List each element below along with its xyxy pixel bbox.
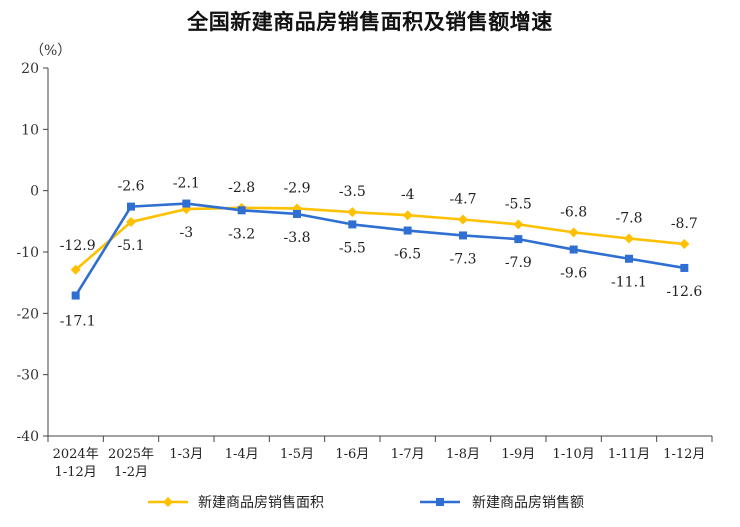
amount-series-point bbox=[569, 245, 578, 254]
area-series-point bbox=[624, 233, 634, 244]
amount-series-point bbox=[182, 199, 191, 208]
amount-series-line bbox=[74, 202, 685, 297]
x-tick-label: 1-7月 bbox=[391, 447, 425, 462]
y-axis-unit-label: （%） bbox=[30, 43, 72, 59]
area-series-line bbox=[74, 206, 685, 271]
legend-area-label: 新建商品房销售面积 bbox=[198, 495, 324, 511]
amount-series-point bbox=[71, 291, 80, 300]
y-tick-label: 20 bbox=[21, 61, 39, 77]
y-tick-label: 0 bbox=[30, 184, 39, 200]
amount-series-point bbox=[348, 220, 357, 229]
x-tick-label: 1-2月 bbox=[114, 465, 148, 480]
amount-series-point bbox=[403, 226, 412, 235]
amount-data-label: -2.6 bbox=[118, 179, 145, 195]
amount-data-label: -5.5 bbox=[339, 240, 366, 256]
amount-data-label: -7.9 bbox=[505, 255, 532, 271]
x-tick-label: 1-5月 bbox=[280, 447, 314, 462]
amount-data-label: -3.2 bbox=[228, 226, 255, 242]
area-data-label: -3.5 bbox=[339, 184, 366, 200]
area-series-point bbox=[568, 227, 579, 238]
area-data-label: -5.5 bbox=[505, 196, 532, 212]
area-data-label: -6.8 bbox=[560, 204, 587, 220]
area-data-label: -3 bbox=[180, 225, 194, 241]
y-tick-label: -10 bbox=[16, 245, 39, 261]
x-tick-label: 1-11月 bbox=[608, 447, 650, 462]
amount-series-point bbox=[625, 254, 633, 263]
legend-amount-label: 新建商品房销售额 bbox=[472, 495, 584, 511]
amount-series-point bbox=[127, 202, 135, 211]
area-data-label: -12.9 bbox=[60, 238, 96, 254]
y-tick-label: -20 bbox=[16, 306, 39, 322]
area-series-point bbox=[70, 264, 81, 275]
x-tick-label: 1-9月 bbox=[501, 447, 535, 462]
x-tick-label: 1-6月 bbox=[335, 447, 369, 462]
area-data-label: -4 bbox=[401, 187, 415, 203]
y-tick-label: 10 bbox=[21, 122, 39, 138]
area-data-label: -5.1 bbox=[118, 238, 145, 254]
amount-data-label: -17.1 bbox=[60, 314, 96, 330]
amount-series-point bbox=[459, 231, 467, 240]
area-data-label: -7.8 bbox=[616, 211, 643, 227]
x-tick-label: 1-12月 bbox=[663, 447, 705, 462]
area-series-point bbox=[402, 210, 413, 221]
y-tick-label: -40 bbox=[16, 429, 39, 445]
area-data-label: -8.7 bbox=[671, 216, 698, 232]
area-series-point bbox=[347, 207, 358, 218]
area-data-label: -2.8 bbox=[228, 180, 255, 196]
area-data-label: -4.7 bbox=[450, 191, 477, 207]
legend-area-marker bbox=[163, 497, 173, 507]
amount-data-label: -11.1 bbox=[611, 275, 647, 291]
amount-data-label: -3.8 bbox=[284, 230, 311, 246]
amount-data-label: -2.1 bbox=[173, 176, 200, 192]
amount-series-point bbox=[293, 209, 301, 218]
amount-data-label: -7.3 bbox=[450, 251, 477, 267]
amount-data-label: -9.6 bbox=[560, 266, 587, 282]
area-series-point bbox=[458, 214, 468, 225]
area-series-point bbox=[513, 219, 524, 230]
x-tick-label: 2025年 bbox=[108, 447, 154, 462]
x-tick-label: 2024年 bbox=[53, 447, 99, 462]
amount-series-point bbox=[680, 263, 689, 272]
x-tick-label: 1-8月 bbox=[446, 447, 480, 462]
x-tick-label: 1-4月 bbox=[225, 447, 259, 462]
legend-amount-marker bbox=[436, 498, 444, 506]
y-tick-label: -30 bbox=[16, 368, 39, 384]
area-series-point bbox=[126, 216, 136, 227]
chart-title: 全国新建商品房销售面积及销售额增速 bbox=[187, 10, 553, 34]
x-tick-label: 1-12月 bbox=[55, 465, 97, 480]
amount-series-point bbox=[514, 235, 523, 244]
area-data-label: -2.9 bbox=[284, 180, 311, 196]
amount-data-label: -6.5 bbox=[394, 247, 421, 263]
x-tick-label: 1-10月 bbox=[553, 447, 595, 462]
amount-data-label: -12.6 bbox=[666, 284, 702, 300]
x-tick-label: 1-3月 bbox=[169, 447, 203, 462]
area-series-point bbox=[679, 239, 690, 250]
amount-series-point bbox=[237, 206, 246, 215]
